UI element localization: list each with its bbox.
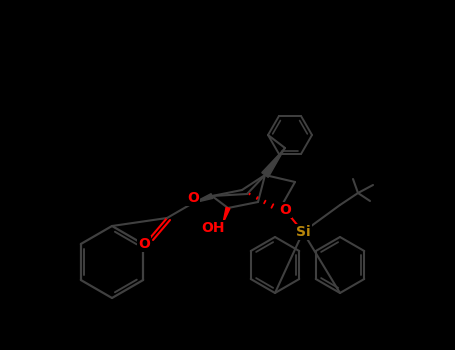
Polygon shape <box>223 207 230 223</box>
Text: O: O <box>138 237 150 251</box>
Text: OH: OH <box>201 221 225 235</box>
Text: Si: Si <box>296 225 310 239</box>
Text: O: O <box>187 191 199 205</box>
Text: O: O <box>279 203 291 217</box>
Polygon shape <box>262 148 285 177</box>
Polygon shape <box>193 194 213 203</box>
